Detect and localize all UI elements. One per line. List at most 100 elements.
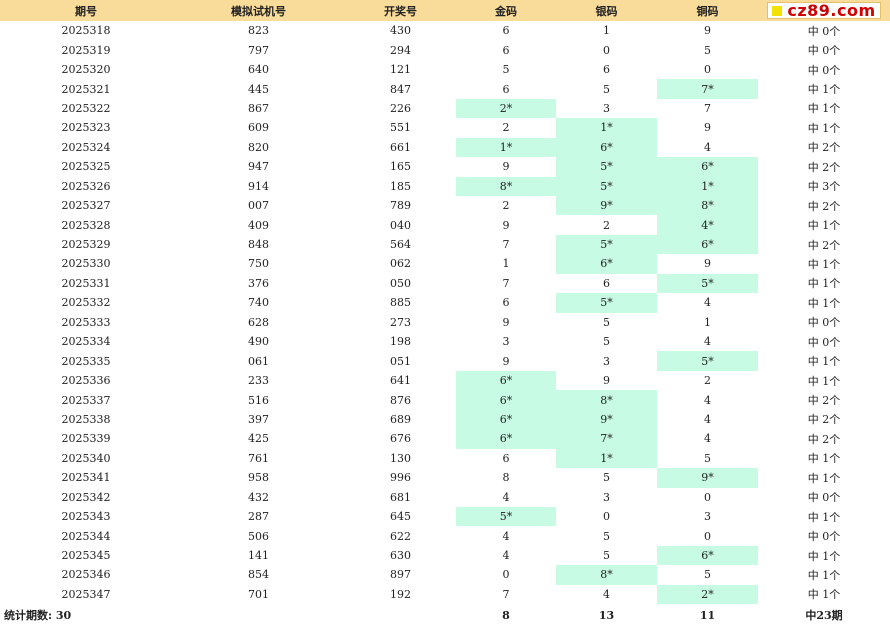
table-row: 2025331 376 050 7 6 5* 中 1个 (0, 273, 890, 294)
cell-result: 中 0个 (807, 530, 841, 544)
table-row: 2025341 958 996 8 5 9* 中 1个 (0, 468, 890, 488)
cell-draw: 430 (390, 24, 411, 38)
cell-gold: 1* (456, 137, 556, 158)
summary-result-total: 中23期 (805, 609, 843, 623)
cell-draw: 062 (390, 257, 411, 271)
cell-bronze: 9 (704, 257, 711, 271)
table-row: 2025342 432 681 4 3 0 中 0个 (0, 488, 890, 507)
cell-bronze: 5* (657, 273, 758, 294)
cell-period: 2025334 (61, 335, 111, 349)
cell-sim: 823 (248, 24, 269, 38)
cell-period: 2025323 (61, 121, 111, 135)
cell-bronze: 4 (704, 296, 711, 310)
cell-result: 中 0个 (807, 63, 841, 77)
cell-bronze: 5 (704, 451, 711, 465)
cell-draw: 876 (390, 393, 411, 407)
cell-bronze: 2 (704, 374, 711, 388)
cell-sim: 640 (248, 63, 269, 77)
cell-result: 中 0个 (807, 44, 841, 58)
cell-bronze: 9 (704, 121, 711, 135)
cell-gold: 9 (502, 160, 510, 174)
cell-result: 中 2个 (807, 413, 841, 427)
cell-sim: 233 (248, 374, 269, 388)
col-period-header: 期号 (0, 0, 172, 21)
cell-silver: 6 (603, 276, 610, 290)
cell-sim: 287 (248, 510, 269, 524)
cell-gold: 2 (502, 121, 510, 135)
cell-silver: 1* (556, 448, 657, 469)
cell-silver: 5 (603, 471, 610, 485)
cell-gold: 6* (456, 429, 556, 449)
cell-bronze: 0 (704, 63, 711, 77)
cell-draw: 661 (390, 140, 411, 154)
table-row: 2025318 823 430 6 1 9 中 0个 (0, 21, 890, 40)
cell-draw: 050 (390, 276, 411, 290)
cell-result: 中 1个 (807, 257, 841, 271)
cell-sim: 445 (248, 82, 269, 96)
cell-sim: 376 (248, 276, 269, 290)
site-logo[interactable]: cz89.com (767, 2, 881, 19)
cell-silver: 5* (556, 157, 657, 177)
cell-gold: 2 (502, 199, 510, 213)
cell-gold: 2* (456, 98, 556, 119)
cell-draw: 689 (390, 412, 411, 426)
cell-gold: 6* (456, 390, 556, 410)
cell-result: 中 1个 (807, 277, 841, 291)
cell-silver: 9* (556, 409, 657, 430)
cell-gold: 9 (502, 218, 510, 232)
summary-silver-total: 13 (598, 608, 615, 622)
cell-draw: 564 (390, 238, 411, 252)
cell-result: 中 2个 (807, 141, 841, 155)
cell-sim: 914 (248, 179, 269, 193)
cell-draw: 641 (390, 374, 411, 388)
cell-gold: 4 (502, 490, 510, 504)
cell-period: 2025338 (61, 412, 111, 426)
cell-bronze: 1 (704, 315, 711, 329)
cell-gold: 4 (502, 529, 510, 543)
cell-period: 2025326 (61, 179, 111, 193)
cell-result: 中 1个 (807, 452, 841, 466)
cell-silver: 5 (603, 549, 610, 563)
cell-bronze: 5* (657, 351, 758, 371)
cell-result: 中 1个 (807, 121, 841, 135)
cell-silver: 5 (603, 529, 610, 543)
cell-sim: 848 (248, 238, 269, 252)
cell-result: 中 1个 (807, 510, 841, 524)
cell-draw: 996 (390, 471, 411, 485)
cell-gold: 8* (456, 176, 556, 196)
cell-gold: 6 (502, 451, 510, 465)
cell-period: 2025320 (61, 63, 111, 77)
logo-cell: cz89.com (758, 0, 890, 21)
cell-draw: 051 (390, 354, 411, 368)
cell-bronze: 4 (704, 393, 711, 407)
summary-label: 统计期数: 30 (4, 609, 72, 623)
cell-bronze: 7 (704, 101, 711, 115)
cell-period: 2025342 (61, 490, 111, 504)
cell-draw: 847 (390, 82, 411, 96)
cell-draw: 622 (390, 529, 411, 543)
cell-silver: 6 (603, 63, 610, 77)
col-sim-header: 模拟试机号 (172, 0, 345, 21)
table-row: 2025323 609 551 2 1* 9 中 1个 (0, 118, 890, 138)
cell-bronze: 9* (657, 468, 758, 488)
table-body: 2025318 823 430 6 1 9 中 0个 2025319 797 294 6 0 5 中 0个… (0, 21, 890, 605)
cell-silver: 6* (556, 254, 657, 274)
cell-silver: 3 (603, 101, 610, 115)
cell-gold: 6* (456, 409, 556, 430)
cell-result: 中 2个 (807, 160, 841, 174)
cell-bronze: 6* (657, 157, 758, 177)
logo-square-icon (772, 5, 783, 16)
cell-bronze: 4 (704, 140, 711, 154)
cell-result: 中 2个 (807, 432, 841, 446)
cell-sim: 797 (248, 43, 269, 57)
cell-result: 中 1个 (807, 588, 841, 602)
cell-period: 2025325 (61, 160, 111, 174)
summary-empty-1 (172, 604, 345, 626)
cell-draw: 226 (390, 101, 411, 115)
cell-silver: 5* (556, 176, 657, 196)
table-row: 2025337 516 876 6* 8* 4 中 2个 (0, 390, 890, 410)
cell-period: 2025328 (61, 218, 111, 232)
cell-result: 中 0个 (807, 24, 841, 38)
cell-period: 2025337 (61, 393, 111, 407)
cell-sim: 506 (248, 529, 269, 543)
